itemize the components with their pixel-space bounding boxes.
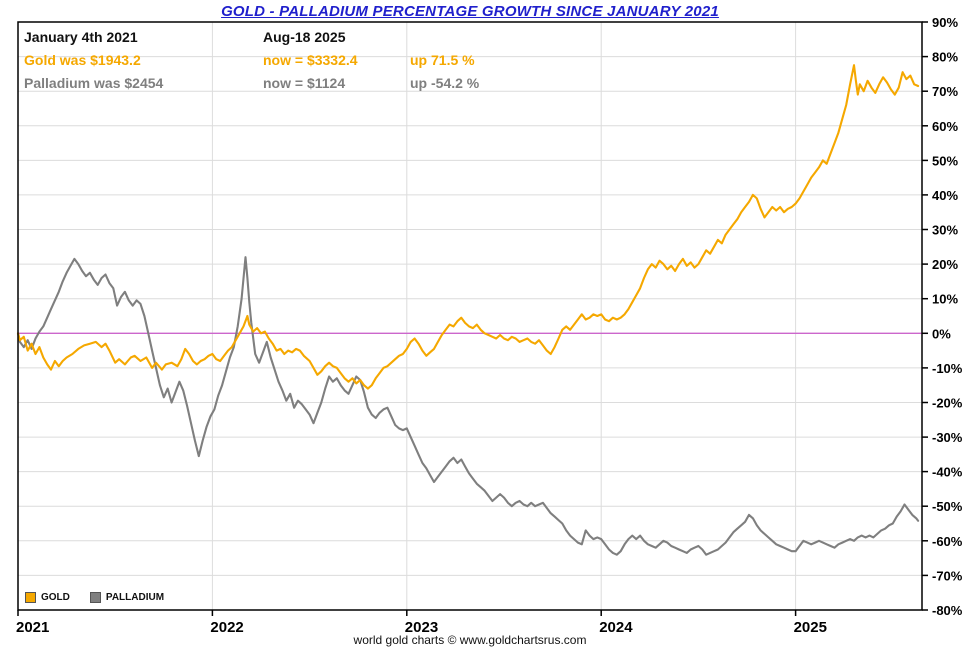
palladium-swatch-icon: [89, 592, 101, 603]
x-tick-label: 2025: [794, 619, 827, 636]
dates-row-spacer: [410, 26, 570, 49]
chart-annotations: January 4th 2021 Aug-18 2025 Gold was $1…: [24, 26, 570, 95]
x-tick-label: 2024: [599, 619, 633, 636]
palladium-change-label: up -54.2 %: [410, 75, 480, 91]
y-tick-label: 20%: [932, 257, 958, 272]
y-tick-label: -40%: [932, 465, 963, 480]
x-tick-label: 2022: [210, 619, 243, 636]
gold-change-label: up 71.5 %: [410, 52, 475, 68]
y-tick-label: -30%: [932, 430, 963, 445]
plot-border: [17, 21, 923, 611]
chart-title: GOLD - PALLADIUM PERCENTAGE GROWTH SINCE…: [221, 3, 719, 20]
y-tick-label: -20%: [932, 396, 963, 411]
y-tick-label: 30%: [932, 223, 958, 238]
y-tick-label: -50%: [932, 499, 963, 514]
legend-item-palladium: PALLADIUM: [89, 592, 165, 603]
y-tick-label: 50%: [932, 153, 958, 168]
x-tick-label: 2021: [16, 619, 49, 636]
gold-swatch-icon: [25, 592, 36, 603]
y-tick-label: 60%: [932, 119, 958, 134]
gold-stats-row: Gold was $1943.2 now = $3332.4 up 71.5 %: [24, 49, 570, 72]
palladium-stats-row: Palladium was $2454 now = $1124 up -54.2…: [24, 72, 570, 95]
series-line-palladium: [16, 256, 920, 556]
gold-start-label: Gold was $1943.2: [24, 52, 141, 68]
palladium-start-label: Palladium was $2454: [24, 75, 164, 91]
legend-palladium-label: PALLADIUM: [105, 592, 165, 603]
series-line-gold: [16, 64, 920, 390]
y-tick-label: -80%: [932, 603, 963, 618]
y-tick-label: -10%: [932, 361, 963, 376]
y-tick-label: -70%: [932, 568, 963, 583]
y-tick-label: 40%: [932, 188, 958, 203]
y-tick-label: -60%: [932, 534, 963, 549]
y-tick-label: 80%: [932, 50, 958, 65]
legend-item-gold: GOLD: [25, 592, 70, 603]
end-date-label: Aug-18 2025: [263, 29, 346, 45]
palladium-now-label: now = $1124: [263, 75, 346, 91]
start-date-label: January 4th 2021: [24, 29, 138, 45]
footer-credit: world gold charts © www.goldchartsrus.co…: [353, 633, 587, 647]
legend-gold-label: GOLD: [41, 592, 70, 603]
chart-legend: GOLD PALLADIUM: [25, 592, 164, 603]
gold-now-label: now = $3332.4: [263, 52, 358, 68]
dates-row: January 4th 2021 Aug-18 2025: [24, 26, 570, 49]
y-tick-label: 10%: [932, 292, 958, 307]
y-tick-label: 0%: [932, 326, 951, 341]
x-tick-label: 2023: [405, 619, 438, 636]
y-tick-label: 70%: [932, 84, 958, 99]
y-tick-label: 90%: [932, 15, 958, 30]
